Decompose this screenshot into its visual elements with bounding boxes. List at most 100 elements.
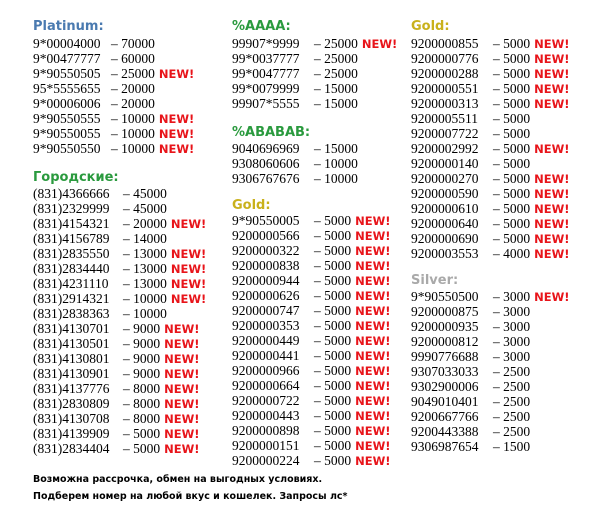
price: – 5000 — [493, 66, 531, 81]
new-badge: NEW! — [355, 259, 391, 273]
gold-section-title: Gold: — [411, 19, 450, 34]
phone-number: (831)4156789 — [33, 231, 110, 246]
number-row: 9306987654 – 1500 — [411, 439, 530, 454]
price: – 3000 — [493, 334, 531, 349]
phone-number: 9200000288 — [411, 66, 479, 81]
price: – 10000 — [123, 306, 167, 321]
price: – 5000 — [314, 258, 352, 273]
price: – 5000 — [493, 156, 531, 171]
phone-number: (831)4366666 — [33, 186, 110, 201]
phone-number: 9200000690 — [411, 231, 479, 246]
phone-number: 9200000812 — [411, 334, 479, 349]
new-badge: NEW! — [355, 289, 391, 303]
number-row: 9200000722 – 5000 NEW! — [232, 393, 391, 408]
phone-number: 9*90550005 — [232, 213, 300, 228]
new-badge: NEW! — [170, 262, 207, 276]
phone-number: 9200000944 — [232, 273, 300, 288]
new-badge: NEW! — [355, 379, 391, 393]
phone-number: 99*0047777 — [232, 66, 300, 81]
phone-number: 9200000664 — [232, 378, 300, 393]
price: – 5000 — [314, 318, 352, 333]
number-row: 9200007722 – 5000 — [411, 126, 530, 141]
phone-number: 9200000966 — [232, 363, 300, 378]
price: – 5000 — [314, 288, 352, 303]
new-badge: NEW! — [355, 244, 391, 258]
new-badge: NEW! — [355, 334, 391, 348]
number-row: 95*5555655 – 20000 — [33, 81, 155, 96]
price: – 14000 — [123, 231, 167, 246]
number-row: (831)4130901 – 9000 NEW! — [33, 366, 200, 381]
price: – 9000 — [123, 351, 161, 366]
new-badge: NEW! — [164, 322, 200, 336]
price: – 5000 — [123, 441, 161, 456]
number-row: (831)4130708 – 8000 NEW! — [33, 411, 200, 426]
price: – 25000 — [314, 36, 358, 51]
ababab-section-title: %ABABAB: — [232, 125, 311, 140]
number-row: (831)4139909 – 5000 NEW! — [33, 426, 200, 441]
number-row: 9200000224 – 5000 NEW! — [232, 453, 391, 468]
new-badge: NEW! — [158, 127, 195, 141]
phone-number: 9302900006 — [411, 379, 479, 394]
price: – 9000 — [123, 366, 161, 381]
price: – 10000 — [314, 156, 358, 171]
number-row: 9200000935 – 3000 — [411, 319, 530, 334]
number-row: 9200000449 – 5000 NEW! — [232, 333, 391, 348]
phone-number: 95*5555655 — [33, 81, 101, 96]
number-row: (831)4231110 – 13000 NEW! — [33, 276, 206, 291]
phone-number: 9*00004000 — [33, 36, 101, 51]
price: – 2500 — [493, 379, 531, 394]
number-row: (831)4130801 – 9000 NEW! — [33, 351, 200, 366]
price: – 13000 — [123, 261, 167, 276]
new-badge: NEW! — [355, 409, 391, 423]
price: – 5000 — [493, 201, 531, 216]
price: – 5000 — [314, 228, 352, 243]
new-badge: NEW! — [534, 247, 570, 261]
new-badge: NEW! — [534, 290, 570, 304]
new-badge: NEW! — [164, 442, 200, 456]
price: – 2500 — [493, 424, 531, 439]
new-badge: NEW! — [158, 112, 195, 126]
number-row: (831)2834404 – 5000 NEW! — [33, 441, 200, 456]
new-badge: NEW! — [534, 202, 570, 216]
aaaa-section-title: %AAAA: — [232, 19, 291, 34]
number-row: 9200000838 – 5000 NEW! — [232, 258, 391, 273]
new-badge: NEW! — [361, 37, 398, 51]
price: – 5000 — [314, 423, 352, 438]
phone-number: 9306987654 — [411, 439, 479, 454]
price: – 5000 — [314, 303, 352, 318]
price: – 5000 — [493, 51, 531, 66]
price: – 3000 — [493, 289, 531, 304]
phone-number: 9200000353 — [232, 318, 300, 333]
new-badge: NEW! — [355, 439, 391, 453]
price: – 5000 — [493, 126, 531, 141]
number-row: 9200000288 – 5000 NEW! — [411, 66, 570, 81]
phone-number: (831)2830809 — [33, 396, 110, 411]
phone-number: 9200000140 — [411, 156, 479, 171]
number-row: 9*90550505 – 25000 NEW! — [33, 66, 194, 81]
number-row: 9200000443 – 5000 NEW! — [232, 408, 391, 423]
phone-number: 99*0079999 — [232, 81, 300, 96]
new-badge: NEW! — [164, 397, 200, 411]
number-row: (831)2834440 – 13000 NEW! — [33, 261, 206, 276]
price: – 5000 — [493, 36, 531, 51]
number-row: 9040696969 – 15000 — [232, 141, 358, 156]
price: – 5000 — [314, 333, 352, 348]
price: – 2500 — [493, 409, 531, 424]
number-row: 9200667766 – 2500 — [411, 409, 530, 424]
phone-number: 9200000151 — [232, 438, 300, 453]
new-badge: NEW! — [164, 367, 200, 381]
price: – 25000 — [111, 66, 155, 81]
number-row: 99*0047777 – 25000 — [232, 66, 358, 81]
price: – 4000 — [493, 246, 531, 261]
price: – 5000 — [493, 81, 531, 96]
number-row: 9049010401 – 2500 — [411, 394, 530, 409]
number-row: (831)4137776 – 8000 NEW! — [33, 381, 200, 396]
phone-number: 9306767676 — [232, 171, 300, 186]
new-badge: NEW! — [355, 214, 391, 228]
phone-number: (831)2834440 — [33, 261, 110, 276]
price: – 25000 — [314, 66, 358, 81]
price: – 5000 — [314, 213, 352, 228]
number-row: 9200000898 – 5000 NEW! — [232, 423, 391, 438]
new-badge: NEW! — [158, 142, 195, 156]
price: – 5000 — [314, 348, 352, 363]
